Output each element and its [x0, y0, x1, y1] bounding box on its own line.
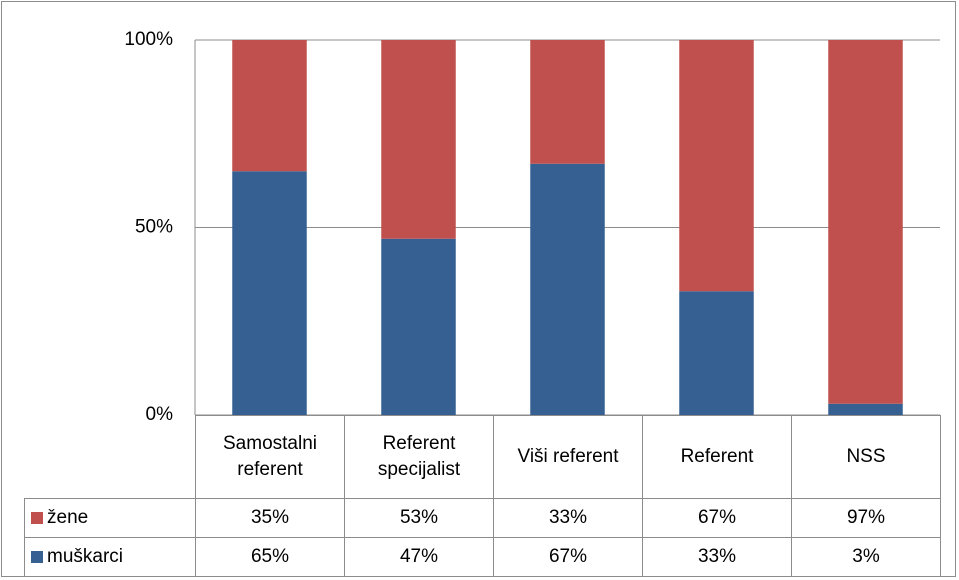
- y-tick-label: 0%: [146, 404, 174, 425]
- x-tick-label: Referent: [680, 446, 754, 468]
- legend-cell: žene: [24, 498, 196, 538]
- value-cell: 33%: [493, 498, 643, 538]
- bar-segment: [679, 40, 754, 292]
- value-cell: 97%: [791, 498, 941, 538]
- category-cell: Viši referent: [493, 415, 643, 499]
- bar-segment: [530, 40, 605, 164]
- bar-segment: [232, 171, 307, 415]
- bar-segment: [232, 40, 307, 172]
- x-tick-label: Samostalni referent: [223, 433, 317, 480]
- value-cell: 67%: [493, 537, 643, 577]
- legend-label: muškarci: [47, 546, 124, 568]
- x-tick-label: Viši referent: [517, 446, 619, 468]
- legend-cell: muškarci: [24, 537, 196, 577]
- value-cell: 67%: [642, 498, 792, 538]
- bar-segment: [679, 291, 754, 415]
- x-tick-label: NSS: [846, 446, 886, 468]
- category-cell: NSS: [791, 415, 941, 499]
- value-cell: 47%: [344, 537, 494, 577]
- bar-segment: [530, 163, 605, 415]
- x-tick-label: Referent specijalist: [377, 433, 461, 480]
- legend-swatch: [31, 512, 43, 524]
- category-cell: Samostalni referent: [195, 415, 345, 499]
- y-tick-label: 100%: [124, 29, 173, 50]
- bar-segment: [828, 403, 903, 415]
- legend-label: žene: [47, 507, 89, 529]
- value-cell: 3%: [791, 537, 941, 577]
- value-cell: 35%: [195, 498, 345, 538]
- bar-segment: [828, 40, 903, 404]
- value-cell: 53%: [344, 498, 494, 538]
- value-cell: 33%: [642, 537, 792, 577]
- category-cell: Referent specijalist: [344, 415, 494, 499]
- legend-swatch: [31, 551, 43, 563]
- bar-segment: [381, 40, 456, 239]
- category-cell: Referent: [642, 415, 792, 499]
- bar-segment: [381, 238, 456, 415]
- y-tick-label: 50%: [135, 217, 173, 238]
- value-cell: 65%: [195, 537, 345, 577]
